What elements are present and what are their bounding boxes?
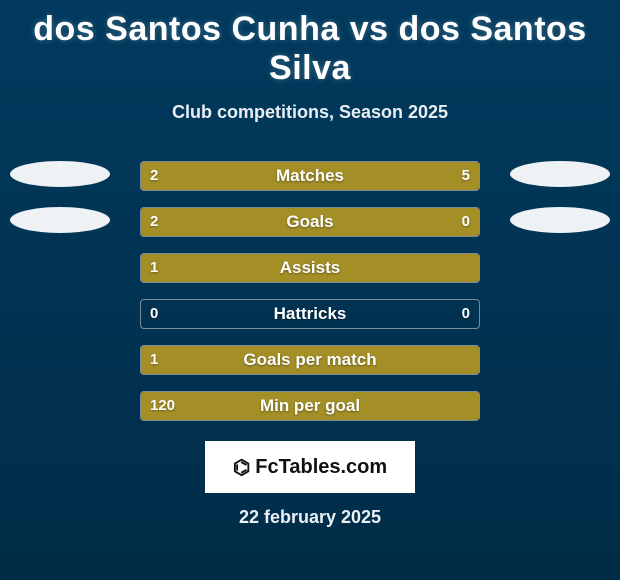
bar-left-fill: [141, 346, 479, 374]
page-subtitle: Club competitions, Season 2025: [0, 102, 620, 123]
footer-date: 22 february 2025: [0, 507, 620, 528]
bar-track: [140, 253, 480, 283]
bar-track: [140, 299, 480, 329]
page-title: dos Santos Cunha vs dos Santos Silva: [0, 0, 620, 88]
stat-value-left: 1: [140, 253, 168, 283]
stat-value-left: 2: [140, 207, 168, 237]
stat-row: 1Goals per match: [0, 345, 620, 375]
player-avatar-left: [10, 207, 110, 233]
stat-row: 20Goals: [0, 207, 620, 237]
stats-container: 25Matches20Goals1Assists00Hattricks1Goal…: [0, 161, 620, 421]
bar-track: [140, 345, 480, 375]
player-avatar-right: [510, 207, 610, 233]
bar-track: [140, 207, 480, 237]
stat-value-right: 0: [452, 207, 480, 237]
stat-row: 00Hattricks: [0, 299, 620, 329]
bar-track: [140, 391, 480, 421]
comparison-card: dos Santos Cunha vs dos Santos Silva Clu…: [0, 0, 620, 580]
bar-right-fill: [232, 162, 479, 190]
bar-left-fill: [141, 208, 405, 236]
logo-icon: ⌬: [233, 455, 249, 480]
stat-value-right: 5: [452, 161, 480, 191]
stat-value-left: 1: [140, 345, 168, 375]
player-avatar-left: [10, 161, 110, 187]
player-avatar-right: [510, 161, 610, 187]
stat-value-left: 2: [140, 161, 168, 191]
stat-row: 1Assists: [0, 253, 620, 283]
stat-value-left: 0: [140, 299, 168, 329]
bar-track: [140, 161, 480, 191]
stat-value-left: 120: [140, 391, 185, 421]
bar-left-fill: [141, 254, 479, 282]
stat-row: 25Matches: [0, 161, 620, 191]
source-badge: ⌬ FcTables.com: [205, 441, 415, 493]
bar-left-fill: [141, 392, 479, 420]
stat-row: 120Min per goal: [0, 391, 620, 421]
stat-value-right: 0: [452, 299, 480, 329]
logo-text: FcTables.com: [255, 456, 387, 479]
